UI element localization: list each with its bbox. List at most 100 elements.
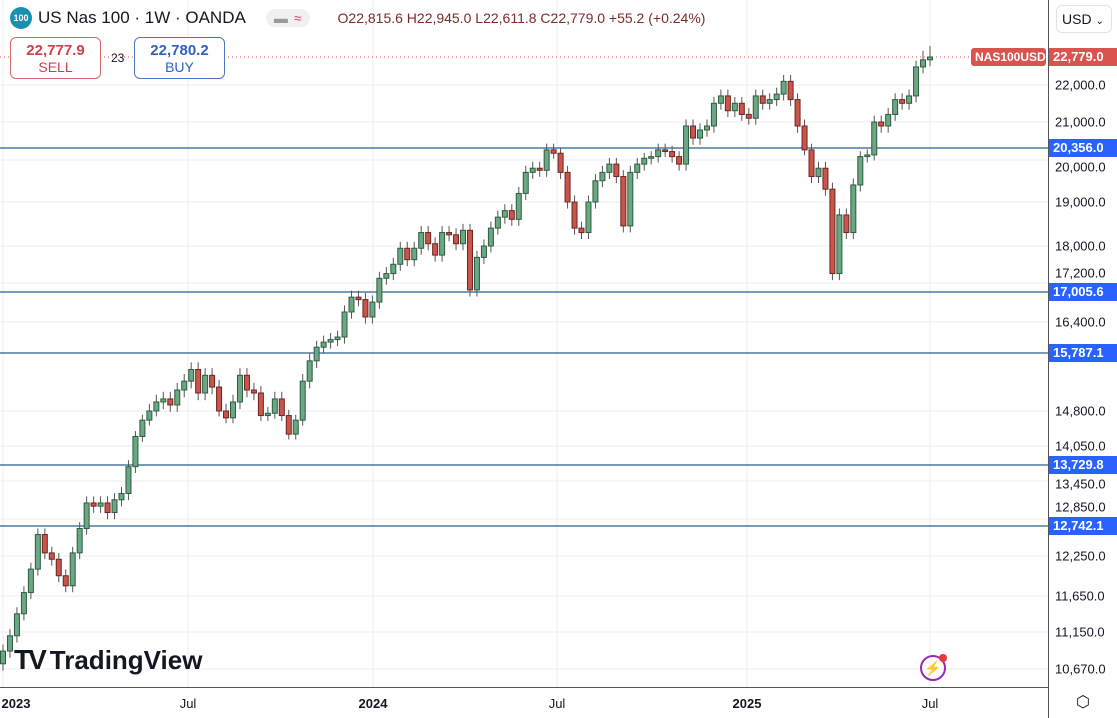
candle-down [195, 368, 202, 394]
candle-up [480, 245, 487, 258]
candle-down [508, 210, 515, 220]
candle-down [362, 299, 369, 318]
candle-up [522, 171, 529, 194]
sell-price: 22,777.9 [26, 42, 85, 59]
price-tick-label: 21,000.0 [1055, 114, 1106, 130]
candle-up [473, 256, 480, 291]
time-tick-label: 2025 [732, 696, 762, 711]
level-price-label: 13,729.8 [1049, 456, 1117, 474]
candle-up [76, 528, 83, 554]
chart-plot-area[interactable] [0, 0, 1048, 687]
sell-label: SELL [38, 59, 73, 75]
candle-down [243, 374, 250, 391]
candle-up [292, 419, 299, 435]
buy-label: BUY [165, 59, 194, 75]
lightning-icon[interactable]: ⚡ [920, 654, 947, 681]
symbol-logo: 100 [10, 7, 32, 29]
candle-down [613, 163, 620, 178]
tradingview-logo[interactable]: TV TradingView [14, 644, 202, 676]
candle-down [432, 243, 439, 256]
candle-up [864, 154, 871, 158]
candle-up [920, 59, 927, 68]
candle-down [278, 398, 285, 417]
candle-down [690, 125, 697, 139]
candle-down [466, 229, 473, 291]
buy-price: 22,780.2 [150, 42, 209, 59]
candle-up [529, 167, 536, 173]
candle-up [696, 129, 703, 139]
candle-up [585, 201, 592, 234]
candle-up [850, 184, 857, 234]
candle-down [285, 415, 292, 435]
symbol-header: 100 US Nas 100 · 1W · OANDA ▬ ≈ O22,815.6… [10, 7, 705, 29]
candle-up [118, 492, 125, 501]
ohlc-readout: O22,815.6 H22,945.0 L22,611.8 C22,779.0 … [337, 10, 706, 26]
candle-up [327, 339, 334, 343]
price-tick-label: 11,650.0 [1055, 588, 1105, 604]
notification-dot [939, 654, 947, 662]
time-axis[interactable]: 2023 Jul 2024 Jul 2025 Jul [0, 687, 1048, 718]
candle-up [341, 311, 348, 338]
wave-icon: ≈ [293, 10, 302, 26]
candle-up [871, 121, 878, 156]
candle-down [878, 121, 885, 127]
candle-up [111, 499, 118, 514]
buy-button[interactable]: 22,780.2 BUY [134, 37, 225, 79]
candle-up [313, 346, 320, 362]
candle-up [6, 635, 13, 652]
candle-up [683, 125, 690, 165]
minus-icon: ▬ [273, 10, 288, 26]
indicator-toggle[interactable]: ▬ ≈ [265, 9, 310, 27]
candle-up [494, 216, 501, 229]
candle-up [815, 167, 822, 178]
candle-up [641, 157, 648, 165]
level-price-label: 17,005.6 [1049, 283, 1117, 301]
candle-down [167, 398, 174, 406]
candle-up [0, 650, 6, 665]
candle-down [843, 214, 850, 234]
price-axis[interactable]: 22,000.0 21,000.0 20,000.0 19,000.0 18,000.0… [1048, 0, 1117, 718]
candle-down [899, 99, 906, 104]
price-tick-label: 11,150.0 [1055, 624, 1105, 640]
candle-down [104, 502, 111, 514]
candle-down [794, 99, 801, 127]
candle-up [397, 247, 404, 265]
price-tick-label: 18,000.0 [1055, 238, 1106, 254]
candle-up [892, 99, 899, 115]
candle-up [320, 341, 327, 348]
time-tick-label: 2024 [358, 696, 388, 711]
candle-down [578, 227, 585, 234]
candle-up [132, 435, 139, 468]
candle-up [627, 171, 634, 227]
candle-up [27, 568, 34, 594]
sell-button[interactable]: 22,777.9 SELL [10, 37, 101, 79]
price-tick-label: 12,250.0 [1055, 548, 1106, 564]
time-tick-label: Jul [921, 696, 939, 711]
symbol-title[interactable]: US Nas 100 · 1W · OANDA [38, 8, 246, 27]
candle-up [906, 95, 913, 104]
candle-up [348, 296, 355, 313]
candle-up [752, 95, 759, 119]
candle-down [404, 247, 411, 261]
candle-down [90, 502, 97, 507]
price-tick-label: 17,200.0 [1055, 265, 1106, 281]
price-tick-label: 13,450.0 [1055, 476, 1106, 492]
settings-icon[interactable]: ⬡ [1076, 694, 1090, 711]
candle-up [501, 210, 508, 218]
candle-up [766, 99, 773, 104]
candle-up [418, 232, 425, 249]
candle-up [515, 192, 522, 220]
candle-up [69, 552, 76, 587]
candle-down [453, 234, 460, 245]
candle-down [669, 151, 676, 158]
candle-up [599, 171, 606, 182]
candle-down [223, 410, 230, 419]
level-price-label: 15,787.1 [1049, 344, 1117, 362]
candle-up [202, 374, 209, 394]
candle-down [41, 534, 48, 554]
currency-select[interactable]: USD ⌄ [1056, 5, 1112, 33]
candle-up [439, 232, 446, 256]
price-tick-label: 19,000.0 [1055, 194, 1106, 210]
candle-down [822, 167, 829, 190]
level-price-label: 12,742.1 [1049, 517, 1117, 535]
